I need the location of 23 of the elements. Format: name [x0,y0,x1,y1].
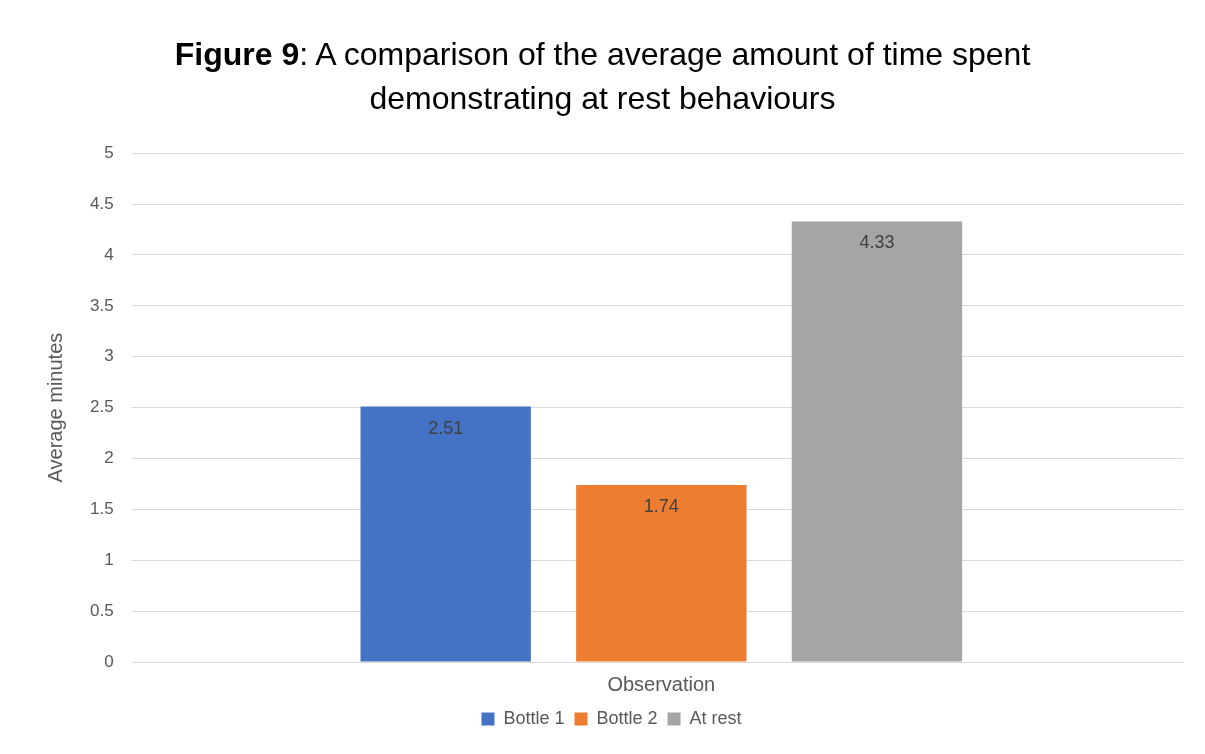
bar [791,221,963,662]
legend-label: Bottle 1 [503,707,565,728]
y-tick-label: 2 [104,448,114,468]
y-tick-label: 0 [104,651,114,671]
y-tick-label: 4 [104,244,114,264]
bar [360,406,531,662]
x-tick-label: Observation [607,672,716,695]
y-tick-label: 5 [104,142,114,162]
legend-label: Bottle 2 [596,707,658,728]
y-tick-label: 0.5 [89,600,114,620]
data-label: 2.51 [428,417,464,438]
legend-label: At rest [689,707,742,728]
data-label: 1.74 [643,495,679,516]
y-axis-title: Average minutes [43,332,66,483]
y-tick-label: 4.5 [89,193,114,213]
chart-title: Figure 9: A comparison of the average amount of time spent demonstrating at rest behaviours [173,35,1032,118]
y-tick-label: 3 [104,346,114,366]
y-tick-label: 3.5 [89,295,114,315]
bar [576,484,747,662]
y-tick-label: 2.5 [89,397,114,417]
y-tick-label: 1 [104,549,114,569]
data-label: 4.33 [859,232,895,253]
y-tick-label: 1.5 [89,499,114,519]
